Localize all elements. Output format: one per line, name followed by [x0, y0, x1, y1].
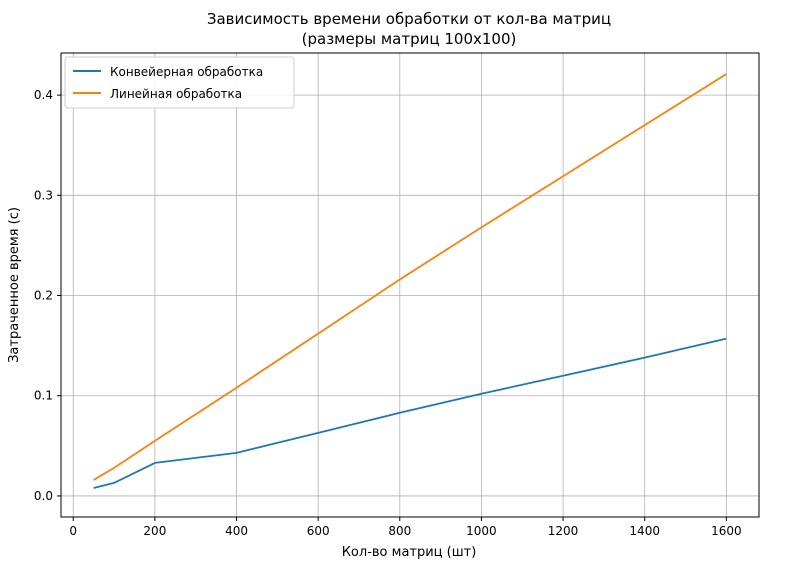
plot-area-frame: [60, 52, 760, 518]
axis-ticks: 0 200 400 600 800 1000 1200 1400 1600 0.0 0.1 0.2 0.…: [34, 88, 742, 538]
y-axis-label: Затраченное время (с): [7, 207, 22, 363]
x-tick-label: 800: [388, 524, 411, 538]
x-axis-label: Кол-во матриц (шт): [342, 545, 477, 560]
x-tick-label: 400: [225, 524, 248, 538]
y-tick-label: 0.0: [34, 489, 53, 503]
legend-box: [64, 56, 295, 109]
y-tick-label: 0.2: [34, 289, 53, 303]
y-tick-label: 0.4: [34, 88, 53, 102]
legend-label-linear: Линейная обработка: [110, 87, 242, 101]
chart-title: Зависимость времени обработки от кол-ва …: [207, 10, 611, 28]
y-tick-label: 0.3: [34, 188, 53, 202]
x-tick-label: 1000: [466, 524, 497, 538]
series-line-conveyor: [93, 337, 727, 489]
x-tick-label: 1600: [711, 524, 742, 538]
x-tick-label: 1200: [548, 524, 579, 538]
y-tick-label: 0.1: [34, 389, 53, 403]
x-tick-label: 600: [307, 524, 330, 538]
legend: Конвейерная обработка Линейная обработка: [64, 56, 295, 109]
grid: [61, 53, 759, 517]
x-tick-label: 200: [143, 524, 166, 538]
x-tick-label: 0: [69, 524, 77, 538]
series-line-linear: [93, 73, 727, 481]
legend-label-conveyor: Конвейерная обработка: [110, 65, 263, 79]
x-tick-label: 1400: [629, 524, 660, 538]
series-layer: [93, 73, 727, 489]
chart-subtitle: (размеры матриц 100x100): [302, 30, 517, 48]
